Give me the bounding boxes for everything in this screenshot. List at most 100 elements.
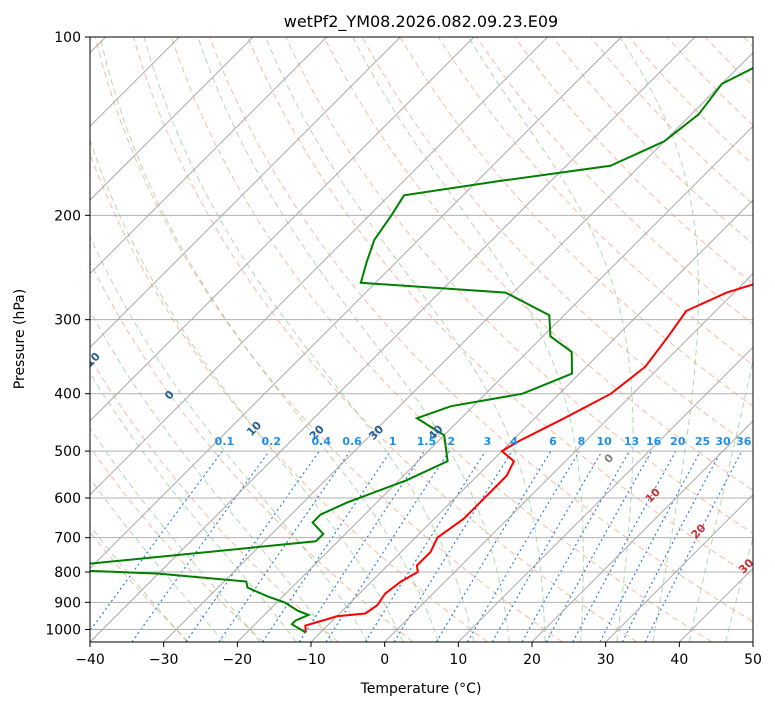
x-tick-label: −20 (223, 652, 253, 668)
moist-adiabat (619, 37, 699, 642)
dry-adiabat (437, 37, 753, 366)
sounding-series (90, 67, 753, 634)
mixing-ratio-label: 25 (695, 435, 710, 448)
isotherm (678, 567, 753, 642)
dry-adiabat (704, 37, 753, 87)
isotherm (163, 51, 753, 642)
mixing-ratio-line (521, 450, 630, 642)
moist-adiabat (265, 37, 546, 642)
isotherms (90, 37, 753, 642)
dry-adiabat (94, 37, 563, 642)
y-tick-label: 600 (54, 491, 81, 507)
y-tick-label: 800 (54, 565, 81, 581)
isotherm (236, 125, 753, 642)
x-tick-label: 50 (744, 652, 762, 668)
mixing-ratio-line (599, 450, 701, 642)
mixing-ratio-label: 6 (549, 435, 557, 448)
mixing-ratio-line (393, 450, 513, 642)
x-tick-label: 30 (597, 652, 615, 668)
mixing-ratio-line (185, 450, 320, 642)
mixing-ratio-line (644, 450, 743, 642)
mixing-ratio-line (491, 450, 603, 642)
x-tick-label: −10 (296, 652, 326, 668)
x-tick-label: 0 (380, 652, 389, 668)
moist-adiabat-label: 0 (602, 451, 617, 466)
y-tick-label: 400 (54, 387, 81, 403)
x-axis-label: Temperature (°C) (360, 681, 482, 697)
mixing-ratio-label: 0.2 (262, 435, 282, 448)
x-tick-label: 20 (523, 652, 541, 668)
mixing-ratio-line (90, 450, 223, 632)
mixing-ratio-line (218, 450, 351, 642)
isotherm (90, 37, 254, 201)
x-tick-label: 40 (670, 652, 688, 668)
dewpoint-line (90, 67, 753, 634)
mixing-ratio-line (621, 450, 722, 642)
dry-adiabat (552, 37, 753, 245)
moist-adiabats (90, 37, 753, 642)
moist-adiabat (197, 37, 510, 642)
dry-adiabat-label: -10 (80, 350, 103, 373)
y-tick-label: 900 (54, 595, 81, 611)
isotherm (310, 199, 753, 642)
mixing-ratio-line (435, 450, 552, 642)
isotherm (531, 420, 753, 642)
moist-adiabat (90, 427, 261, 642)
mixing-ratio-line (298, 450, 425, 642)
chart-title: wetPf2_YM08.2026.082.09.23.E09 (284, 12, 558, 32)
temperature-line (304, 283, 753, 633)
mixing-ratio-line (325, 450, 450, 642)
x-tick-label: −40 (75, 652, 105, 668)
moist-adiabat (725, 536, 753, 642)
isotherm (90, 37, 401, 349)
mixing-ratio-label: 16 (646, 435, 662, 448)
moist-adiabat-label: 20 (689, 521, 709, 541)
y-tick-label: 500 (54, 444, 81, 460)
moist-adiabat (143, 37, 475, 642)
dry-adiabat (285, 37, 753, 535)
mixing-ratio-label: 0.6 (342, 435, 362, 448)
mixing-ratio-line (467, 450, 580, 642)
mixing-ratio-line (262, 450, 392, 642)
dry-adiabat (323, 37, 753, 491)
dry-adiabat (90, 152, 488, 642)
moist-adiabat (90, 235, 369, 642)
moist-adiabat (90, 309, 333, 642)
mixing-ratio-label: 30 (715, 435, 731, 448)
dry-adiabat-label: 0 (162, 388, 177, 403)
mixing-ratio-label: 4 (510, 435, 518, 448)
pressure-gridlines (90, 37, 753, 630)
mixing-ratio-label: 1 (389, 435, 397, 448)
dry-adiabats (90, 37, 753, 642)
isotherm (90, 37, 475, 422)
mixing-ratio-label: 0.4 (312, 435, 332, 448)
dry-adiabat (90, 531, 190, 642)
dry-adiabat (171, 37, 712, 642)
mixing-ratio-label: 3 (484, 435, 492, 448)
mixing-ratio-label: 36 (736, 435, 752, 448)
mixing-ratio-label: 20 (670, 435, 686, 448)
moist-adiabat (90, 138, 404, 642)
y-tick-label: 1000 (45, 622, 81, 638)
mixing-ratio-label: 1.5 (417, 435, 437, 448)
y-axis: 100 200 300 400 500 600 700 800 900 1000 (45, 30, 90, 638)
y-axis-label: Pressure (hPa) (12, 289, 28, 389)
mixing-ratio-lines (90, 450, 743, 642)
dry-adiabat (743, 37, 753, 48)
mixing-ratio-label: 10 (596, 435, 612, 448)
dry-adiabat (209, 37, 753, 623)
moist-adiabat (688, 358, 753, 642)
mixing-ratio-line (545, 450, 653, 642)
dry-adiabat (90, 260, 414, 642)
y-tick-label: 100 (54, 30, 81, 46)
x-tick-label: −30 (149, 652, 179, 668)
dry-adiabat (666, 37, 753, 126)
mixing-ratio-label: 0.1 (215, 435, 235, 448)
dry-adiabat (90, 446, 264, 642)
plot-frame (89, 36, 754, 643)
y-tick-label: 700 (54, 531, 81, 547)
dry-adiabat (514, 37, 753, 285)
mixing-ratio-line (572, 450, 677, 642)
moist-adiabat-label: 10 (643, 485, 663, 505)
